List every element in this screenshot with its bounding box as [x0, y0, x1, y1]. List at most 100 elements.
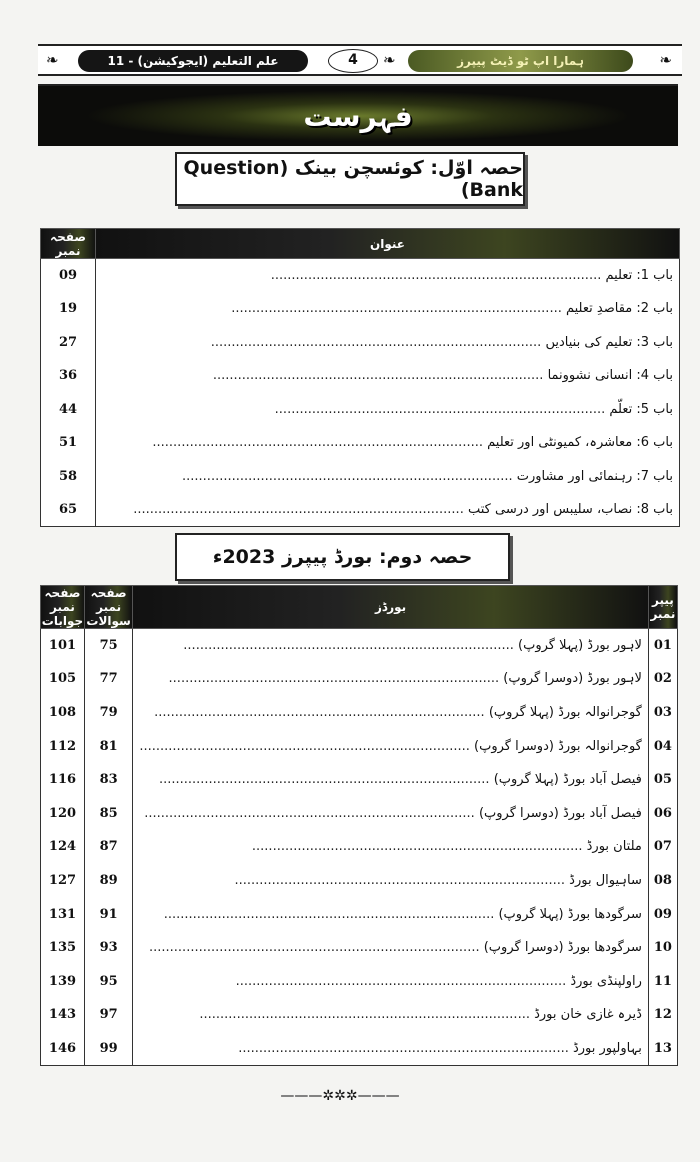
chapter-page: 09: [40, 258, 96, 292]
page-column-header: صفحہ نمبر: [40, 228, 96, 259]
paper-number: 01: [647, 628, 679, 663]
chapter-title[interactable]: باب 5: تعلّم ...........................…: [95, 392, 680, 426]
ornament-icon: ❧: [46, 51, 59, 69]
paper-number: 06: [647, 796, 679, 831]
answers-page: 120: [40, 796, 85, 831]
chapter-page: 27: [40, 325, 96, 359]
paper-row: 13 بہاولپور بورڈ ........................…: [40, 1031, 679, 1066]
paper-row: 11 راولپنڈی بورڈ ........................…: [40, 964, 679, 999]
questions-page: 75: [83, 628, 134, 663]
answers-page: 116: [40, 762, 85, 797]
paper-row: 07 ملتان بورڈ ...........................…: [40, 830, 679, 864]
board-name[interactable]: گوجرانوالہ بورڈ (پہلا گروپ) ............…: [132, 695, 649, 730]
paper-row: 12 ڈیرہ غازی خان بورڈ ...................…: [40, 998, 679, 1032]
contents-row: باب 1: تعلیم ...........................…: [40, 258, 680, 292]
part2-heading: حصہ دوم: بورڈ پیپرز 2023ء: [175, 533, 510, 581]
part1-heading: حصہ اوّل: کوئسچن بینک (Question Bank): [175, 152, 525, 206]
contents-row: باب 8: نصاب، سلیبس اور درسی کتب ........…: [40, 493, 680, 527]
chapter-page: 44: [40, 392, 96, 426]
answers-page: 124: [40, 830, 85, 864]
questions-page: 93: [83, 930, 134, 965]
questions-page: 99: [83, 1031, 134, 1066]
board-name[interactable]: راولپنڈی بورڈ ..........................…: [132, 964, 649, 999]
page-title: فہرست: [303, 99, 413, 133]
board-name[interactable]: لاہور بورڈ (دوسرا گروپ) ................…: [132, 662, 649, 696]
paper-number: 13: [647, 1031, 679, 1066]
board-name[interactable]: ملتان بورڈ .............................…: [132, 830, 649, 864]
questions-page: 81: [83, 729, 134, 763]
ornament-icon: ❧: [383, 51, 396, 69]
paper-number: 11: [647, 964, 679, 999]
contents-row: باب 6: معاشرہ، کمیونٹی اور تعلیم .......…: [40, 426, 680, 460]
chapter-title[interactable]: باب 3: تعلیم کی بنیادیں ................…: [95, 325, 680, 359]
paper-row: 05 فیصل آباد بورڈ (پہلا گروپ) ...........…: [40, 762, 679, 797]
answers-page: 131: [40, 897, 85, 931]
chapter-title[interactable]: باب 2: مقاصدِ تعلیم ....................…: [95, 292, 680, 326]
paper-number: 09: [647, 897, 679, 931]
board-name[interactable]: فیصل آباد بورڈ (پہلا گروپ) .............…: [132, 762, 649, 797]
chapter-page: 19: [40, 292, 96, 326]
board-name[interactable]: بہاولپور بورڈ ..........................…: [132, 1031, 649, 1066]
answers-page: 139: [40, 964, 85, 999]
paper-row: 09 سرگودھا بورڈ (پہلا گروپ) .............…: [40, 897, 679, 931]
chapter-page: 65: [40, 493, 96, 527]
paper-number: 10: [647, 930, 679, 965]
questions-page: 91: [83, 897, 134, 931]
questions-page: 87: [83, 830, 134, 864]
paper-row: 04 گوجرانوالہ بورڈ (دوسرا گروپ) .........…: [40, 729, 679, 763]
answers-page: 112: [40, 729, 85, 763]
questions-page: 83: [83, 762, 134, 797]
paper-row: 08 ساہیوال بورڈ .........................…: [40, 863, 679, 898]
questions-page: 79: [83, 695, 134, 730]
answers-page: 135: [40, 930, 85, 965]
footer-ornament: ———✲✲✲———: [280, 1088, 400, 1104]
answers-page: 143: [40, 998, 85, 1032]
questions-page: 89: [83, 863, 134, 898]
paper-number: 02: [647, 662, 679, 696]
board-name[interactable]: لاہور بورڈ (پہلا گروپ) .................…: [132, 628, 649, 663]
board-name[interactable]: گوجرانوالہ بورڈ (دوسرا گروپ) ...........…: [132, 729, 649, 763]
chapter-page: 36: [40, 359, 96, 393]
paper-number-column-header: پیپر نمبر: [647, 585, 679, 629]
answers-page-column-header: صفحہ نمبر جوابات: [40, 585, 85, 629]
paper-number: 03: [647, 695, 679, 730]
contents-row: باب 3: تعلیم کی بنیادیں ................…: [40, 325, 680, 359]
chapter-title[interactable]: باب 7: رہنمائی اور مشاورت ..............…: [95, 459, 680, 493]
page-header-banner: ❧ علم التعلیم (ایجوکیشن) - 11 4 ❧ ہمارا …: [38, 44, 682, 76]
part2-board-papers-table: پیپر نمبر بورڈز صفحہ نمبر سوالات صفحہ نم…: [40, 585, 679, 1066]
contents-row: باب 7: رہنمائی اور مشاورت ..............…: [40, 459, 680, 493]
chapter-title[interactable]: باب 1: تعلیم ...........................…: [95, 258, 680, 292]
chapter-title[interactable]: باب 6: معاشرہ، کمیونٹی اور تعلیم .......…: [95, 426, 680, 460]
chapter-title[interactable]: باب 8: نصاب، سلیبس اور درسی کتب ........…: [95, 493, 680, 527]
board-name[interactable]: سرگودھا بورڈ (دوسرا گروپ) ..............…: [132, 930, 649, 965]
paper-number: 07: [647, 830, 679, 864]
questions-page: 97: [83, 998, 134, 1032]
paper-row: 01 لاہور بورڈ (پہلا گروپ) ...............…: [40, 628, 679, 663]
chapter-page: 58: [40, 459, 96, 493]
part1-contents-table: عنوان صفحہ نمبر باب 1: تعلیم ...........…: [40, 228, 680, 527]
contents-row: باب 2: مقاصدِ تعلیم ....................…: [40, 292, 680, 326]
paper-row: 03 گوجرانوالہ بورڈ (پہلا گروپ) ..........…: [40, 695, 679, 730]
paper-number: 04: [647, 729, 679, 763]
answers-page: 105: [40, 662, 85, 696]
board-name[interactable]: فیصل آباد بورڈ (دوسرا گروپ) ............…: [132, 796, 649, 831]
chapter-page: 51: [40, 426, 96, 460]
board-name[interactable]: ساہیوال بورڈ ...........................…: [132, 863, 649, 898]
contents-row: باب 5: تعلّم ...........................…: [40, 392, 680, 426]
paper-number: 05: [647, 762, 679, 797]
answers-page: 127: [40, 863, 85, 898]
chapter-title[interactable]: باب 4: انسانی نشوونما ..................…: [95, 359, 680, 393]
paper-row: 06 فیصل آباد بورڈ (دوسرا گروپ) ..........…: [40, 796, 679, 831]
boards-column-header: بورڈز: [132, 585, 649, 629]
paper-row: 10 سرگودھا بورڈ (دوسرا گروپ) ............…: [40, 930, 679, 965]
board-name[interactable]: ڈیرہ غازی خان بورڈ .....................…: [132, 998, 649, 1032]
subject-label: علم التعلیم (ایجوکیشن) - 11: [78, 50, 308, 72]
answers-page: 108: [40, 695, 85, 730]
questions-page: 85: [83, 796, 134, 831]
series-label: ہمارا اپ ٹو ڈیٹ پیپرز: [408, 50, 633, 72]
questions-page-column-header: صفحہ نمبر سوالات: [83, 585, 134, 629]
board-name[interactable]: سرگودھا بورڈ (پہلا گروپ) ...............…: [132, 897, 649, 931]
page-title-bar: فہرست: [38, 84, 678, 146]
page-number: 4: [328, 49, 378, 73]
answers-page: 101: [40, 628, 85, 663]
